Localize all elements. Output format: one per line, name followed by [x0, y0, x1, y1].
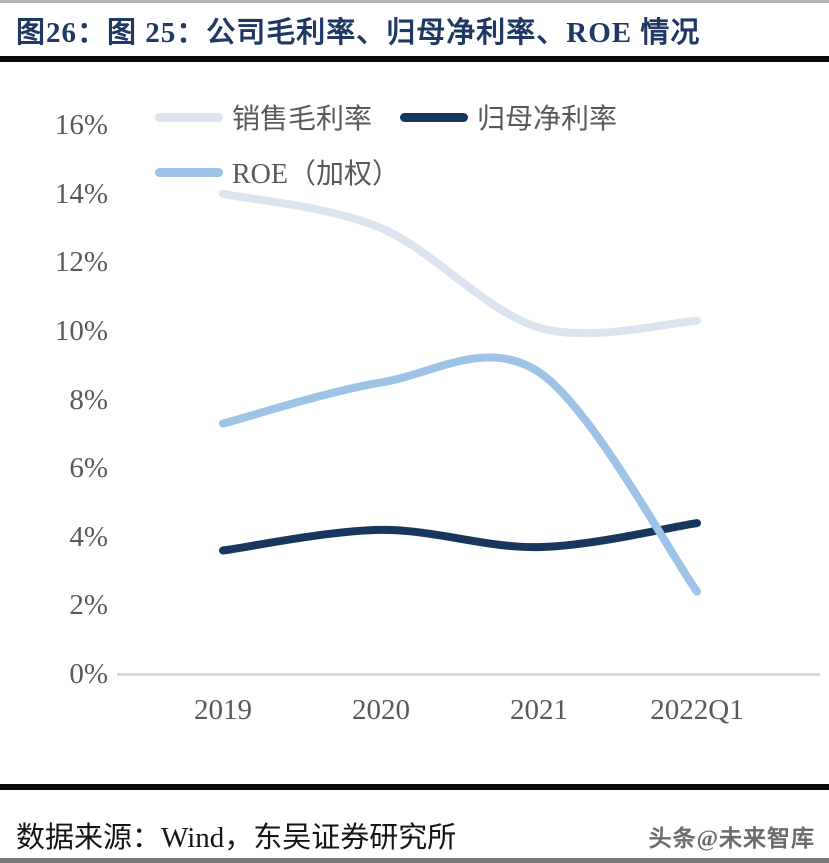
watermark-text: 头条@未来智库 [648, 826, 815, 851]
y-axis-tick-label: 12% [54, 246, 108, 278]
legend-item-roe: ROE（加权） [155, 155, 401, 190]
title-divider-rule [0, 56, 829, 62]
legend-item-gross-margin: 销售毛利率 [155, 100, 373, 135]
x-axis-baseline [117, 673, 820, 676]
x-axis-tick-label: 2019 [194, 694, 252, 726]
legend-item-net-margin: 归母净利率 [400, 100, 618, 135]
y-axis-tick-label: 16% [54, 109, 108, 141]
x-axis-tick-label: 2022Q1 [650, 694, 744, 726]
net-margin-legend-swatch [400, 112, 468, 122]
data-source-text: 数据来源：Wind，东吴证券研究所 [16, 822, 457, 854]
gross-margin-legend-label: 销售毛利率 [232, 104, 373, 135]
y-axis-tick-label: 6% [69, 452, 108, 484]
y-axis-tick-label: 0% [69, 658, 108, 690]
top-divider-rule [0, 0, 829, 3]
page-title: 图26：图 25：公司毛利率、归母净利率、ROE 情况 [16, 17, 701, 49]
footer-divider-rule [0, 784, 829, 790]
y-axis-tick-label: 2% [69, 589, 108, 621]
y-axis-tick-label: 8% [69, 384, 108, 416]
x-axis-tick-label: 2021 [510, 694, 568, 726]
roe-legend-swatch [155, 167, 223, 177]
y-axis-tick-label: 4% [69, 521, 108, 553]
y-axis-tick-label: 14% [54, 178, 108, 210]
x-axis-tick-label: 2020 [352, 694, 410, 726]
bottom-divider-rule [0, 858, 829, 863]
net-margin-legend-label: 归母净利率 [477, 104, 618, 135]
roe-legend-label: ROE（加权） [232, 159, 401, 190]
y-axis-tick-label: 10% [54, 315, 108, 347]
gross-margin-legend-swatch [155, 112, 223, 122]
